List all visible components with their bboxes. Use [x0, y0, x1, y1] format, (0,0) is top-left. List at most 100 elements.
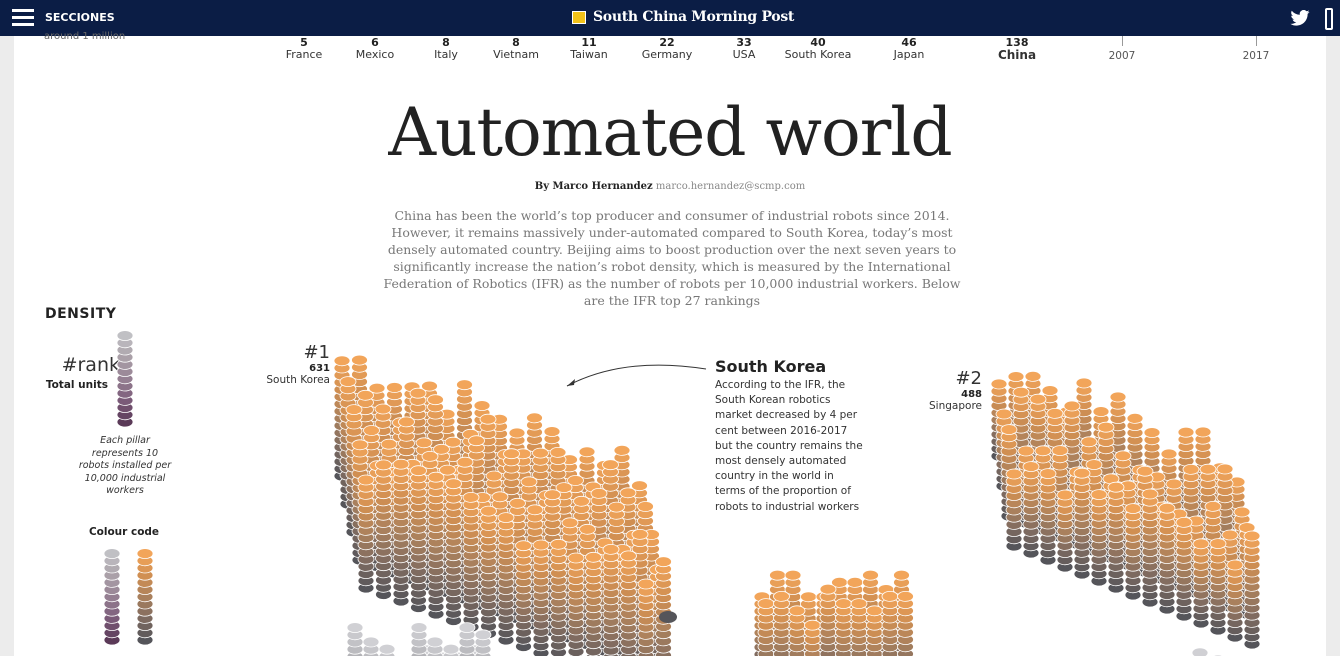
pillar-disc [1175, 516, 1193, 528]
header: SECCIONES South China Morning Post [0, 0, 1340, 36]
pillar-disc [579, 523, 596, 535]
pillar-disc [1143, 427, 1161, 439]
pillar-disc [788, 605, 806, 617]
strip-country: USA [732, 48, 756, 61]
pillar-disc [378, 643, 396, 655]
legend-units: Total units [45, 379, 108, 391]
pillar-disc [426, 636, 444, 648]
pillar-disc [1051, 445, 1069, 457]
legend-heading: DENSITY [45, 306, 117, 322]
pillar-disc [631, 528, 649, 540]
pillar-disc [374, 403, 392, 415]
pillar-disc [550, 538, 567, 550]
pillar-disc [442, 643, 460, 655]
pillar-disc [1141, 488, 1159, 500]
pillar-disc [549, 446, 567, 458]
pillar-disc [1063, 400, 1081, 412]
pillar-disc [116, 330, 134, 342]
pillar-disc [1085, 459, 1103, 471]
pillar-disc [479, 413, 497, 425]
pillar-disc [386, 382, 403, 393]
pillar-disc [619, 487, 637, 499]
pillar-disc [427, 394, 444, 406]
pillar-disc [602, 459, 619, 471]
year-tick [1256, 36, 1257, 46]
year-label: 2017 [1242, 50, 1270, 62]
rank-label: #2 [955, 368, 982, 389]
pillar-disc [1017, 445, 1035, 457]
pillar-disc [1012, 386, 1030, 398]
pillar-disc [1160, 448, 1178, 460]
strip-country: Italy [434, 48, 458, 61]
email[interactable]: marco.hernandez@scmp.com [655, 181, 806, 192]
pillar-disc [398, 416, 415, 428]
pillar-disc [532, 539, 550, 551]
pillar-disc [1226, 559, 1244, 571]
strip-country: Taiwan [570, 48, 608, 61]
pillar-disc [462, 491, 480, 503]
pillar-disc [897, 591, 914, 602]
pillar-disc [773, 591, 790, 602]
pillar-disc [526, 504, 544, 516]
pillar-disc [351, 439, 369, 451]
pillar-disc [590, 487, 608, 499]
pillar-disc [491, 491, 509, 503]
pillar-disc [573, 495, 590, 507]
share-icon[interactable] [1325, 8, 1333, 30]
strip-country: Mexico [355, 48, 395, 61]
pillar-disc [1056, 489, 1074, 501]
menu-label[interactable]: SECCIONES [45, 11, 115, 24]
strip-country: France [285, 48, 323, 61]
pillar-disc [458, 622, 476, 633]
pillar-disc [357, 389, 374, 401]
strip-value: 5 [300, 36, 308, 49]
brand[interactable]: South China Morning Post [593, 9, 795, 25]
pillar-disc [1192, 538, 1210, 550]
pillar-disc [1114, 450, 1132, 462]
pillar-disc [415, 437, 433, 449]
pillar-disc [804, 619, 821, 631]
rank-units: 488 [961, 389, 982, 400]
pillar-disc [585, 551, 602, 563]
pillar-disc [1046, 407, 1064, 419]
pillar-disc [409, 387, 427, 399]
pillar-disc [433, 443, 450, 455]
pillar-disc [497, 512, 515, 524]
pillar-disc [392, 458, 410, 470]
annotation-title: South Korea [715, 357, 827, 376]
pillar-disc [480, 505, 497, 517]
twitter-icon[interactable] [1290, 10, 1310, 26]
pillar-disc [846, 577, 864, 588]
annotation-text: According to the IFR, the South Korean r… [715, 379, 863, 513]
year-tick [1122, 36, 1123, 46]
pillar-disc [659, 611, 677, 623]
rank-units: 631 [309, 363, 330, 374]
pillar-disc [862, 569, 879, 581]
pillar-disc [1209, 538, 1227, 550]
pillar-disc [800, 591, 817, 603]
pillar-disc [362, 636, 380, 648]
arrow-head [567, 379, 575, 386]
pillar-disc [1194, 426, 1212, 438]
menu-icon[interactable] [12, 9, 34, 27]
pillar-disc [363, 425, 380, 436]
pillar-disc [608, 501, 625, 513]
pillar-disc [561, 517, 579, 529]
content: around 1 million Automated world By Marc… [14, 31, 1326, 656]
pillar-disc [136, 548, 154, 559]
strip-country: South Korea [784, 48, 852, 61]
pillar-disc [380, 438, 398, 450]
pillar-disc [368, 382, 386, 394]
pillar-disc [995, 408, 1013, 420]
brand-logo [572, 11, 586, 24]
rank-2: #2 488 Singapore [902, 368, 982, 412]
pillar-disc [1126, 412, 1144, 424]
pillar-disc [445, 478, 462, 490]
pillar-disc [333, 355, 351, 367]
pillar-disc [468, 435, 485, 447]
pillar-disc [410, 465, 427, 477]
pillar-disc [1124, 503, 1142, 515]
pillar-disc [1005, 468, 1023, 480]
strip-country: Vietnam [493, 48, 539, 61]
pillar-disc [990, 378, 1008, 390]
